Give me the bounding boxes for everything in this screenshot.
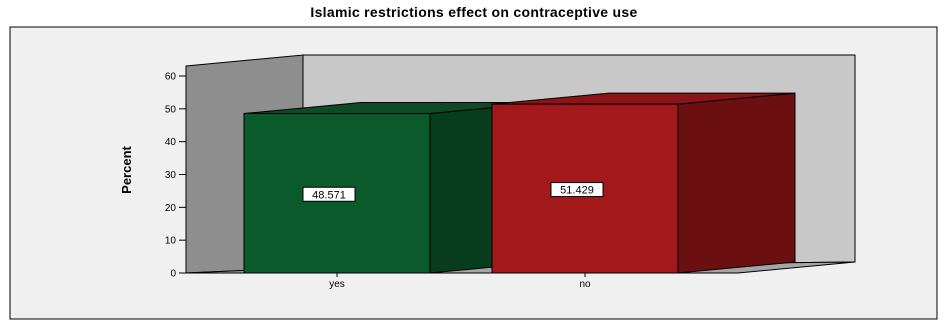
y-tick-label: 0: [170, 269, 176, 280]
y-tick-label: 10: [165, 236, 177, 247]
y-tick-label: 30: [165, 170, 177, 181]
y-axis: 0 10 20 30 40 50 60: [165, 72, 187, 280]
data-label-box: [302, 186, 356, 202]
y-tick-label: 20: [165, 203, 177, 214]
y-tick-label: 60: [165, 72, 177, 83]
data-label-box: [550, 182, 604, 198]
chart-title: Islamic restrictions effect on contracep…: [310, 4, 638, 20]
data-label: 51.429: [560, 185, 594, 197]
x-tick-label: yes: [329, 279, 345, 290]
data-label: 48.571: [312, 189, 346, 201]
bars: 48.571 51.429: [243, 92, 796, 274]
y-axis-title: Percent: [119, 145, 134, 193]
x-tick-label: no: [579, 279, 591, 290]
x-axis: yes no: [186, 272, 738, 290]
y-tick-label: 50: [165, 104, 177, 115]
bar-side: [677, 92, 796, 274]
y-tick-label: 40: [165, 137, 177, 148]
